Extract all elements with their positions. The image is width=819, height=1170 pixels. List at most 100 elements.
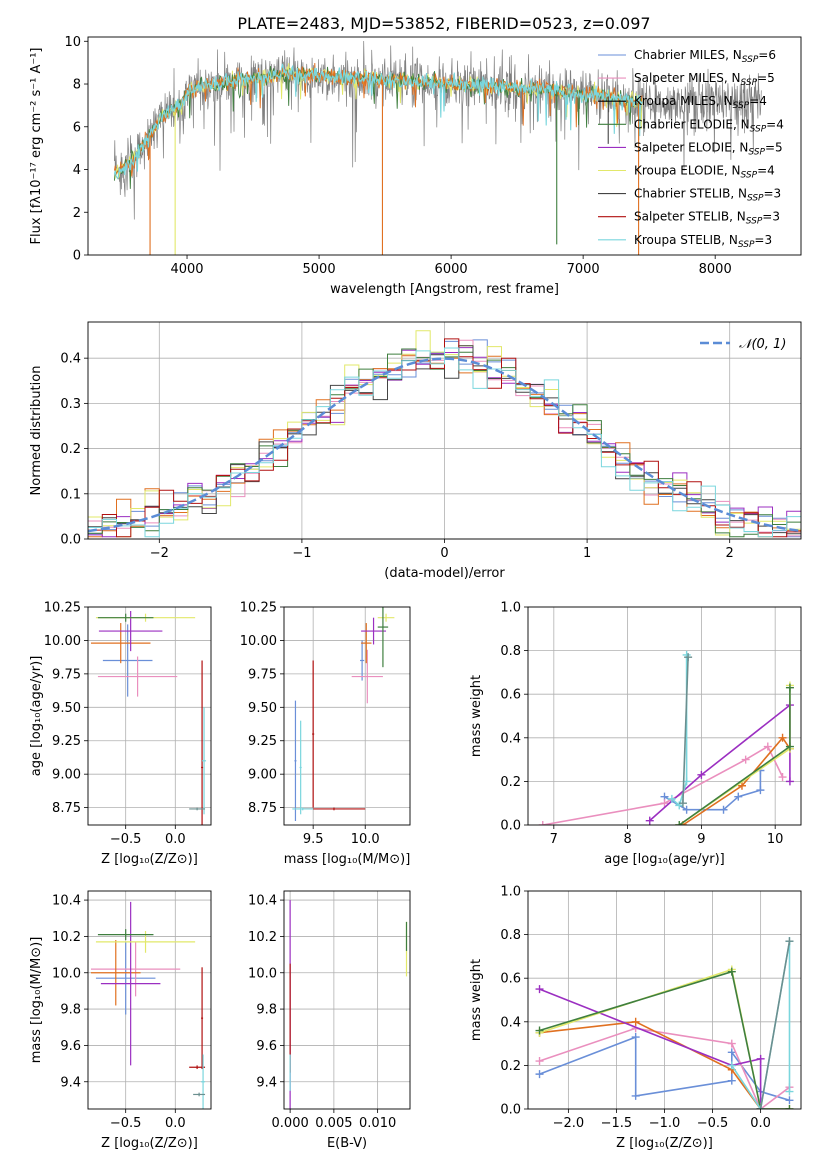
tick-label-y: 1.0 — [500, 885, 521, 900]
weight-marker — [535, 985, 544, 994]
residual_histogram-axes: −2 −1 0 1 2 0.0 0.1 0.2 0.3 0.4 (data-model)/error… — [29, 321, 802, 581]
tick-label-y: 0.3 — [60, 397, 81, 412]
axes-frame — [527, 890, 802, 1110]
errorbar-point — [90, 940, 141, 1006]
weight-marker — [727, 1039, 736, 1048]
weight-line — [682, 657, 689, 804]
tick-label-y: 0.1 — [60, 487, 81, 502]
axes-frame — [283, 606, 411, 826]
errorbar-point — [201, 1054, 206, 1109]
y-axis-label: mass weight — [469, 959, 484, 1041]
legend-sub: SSP — [746, 217, 763, 227]
histogram-legend: 𝒩(0, 1) — [700, 337, 786, 352]
ticks: 9.5 10.0 8.75 9.00 9.25 9.50 9.75 10.00 10.25 — [240, 601, 380, 848]
residual_histogram-marks — [88, 330, 801, 538]
tick-label-x: −0.5 — [110, 832, 142, 847]
weight-marker — [763, 742, 772, 751]
legend-label: Chabrier ELODIE, N — [634, 117, 750, 131]
legend-entry: Salpeter MILES, NSSP=5 — [634, 71, 775, 88]
y-axis-label: mass [log₁₀(M/M⊙)] — [29, 937, 44, 1064]
weight-marker — [535, 1026, 544, 1035]
tick-label-x: 5000 — [303, 262, 336, 277]
tick-label-y: 0.4 — [500, 731, 521, 746]
x-axis-label: (data-model)/error — [384, 566, 505, 581]
legend-label: Salpeter STELIB, N — [634, 210, 746, 224]
tick-label-x: 0.0 — [165, 1116, 186, 1131]
weight-marker — [727, 1048, 736, 1057]
tick-label-y: 10.00 — [44, 634, 81, 649]
errorbar-point — [90, 941, 181, 997]
errorbar-point — [193, 1092, 206, 1097]
errorbar-point — [361, 623, 372, 664]
legend-suffix: =3 — [764, 187, 782, 201]
weight_vs_age-marks — [538, 650, 794, 825]
tick-label-x: −0.5 — [110, 1116, 142, 1131]
tick-label-x: −2.0 — [553, 1116, 585, 1131]
tick-label-y: 0.0 — [60, 533, 81, 548]
tick-label-y: 0.6 — [500, 972, 521, 987]
weight-marker — [727, 967, 736, 976]
legend-sub: SSP — [742, 55, 759, 65]
normal-curve — [88, 357, 801, 533]
weight-marker — [756, 1105, 765, 1109]
weight-marker — [678, 799, 687, 808]
axes-frame — [527, 606, 802, 826]
errorbar-point — [302, 807, 366, 811]
tick-label-y: 9.6 — [256, 1039, 277, 1054]
weight-marker — [727, 1076, 736, 1085]
tick-label-x: −2 — [150, 546, 169, 561]
legend-entry: Chabrier MILES, NSSP=6 — [634, 48, 776, 65]
errorbar-point — [202, 707, 207, 815]
ticks: −2.0 −1.5 −1.0 −0.5 0.0 0.0 0.2 0.4 0.6 0.8 1.0 — [500, 885, 771, 1132]
errorbar-point — [97, 929, 154, 941]
weight-marker — [727, 1061, 736, 1070]
legend-suffix: =4 — [766, 117, 784, 131]
tick-label-y: 0.8 — [500, 928, 521, 943]
ticks: 4000 5000 6000 7000 8000 0 2 4 6 8 10 — [64, 35, 731, 277]
axes-frame — [87, 890, 212, 1110]
tick-label-y: 8.75 — [248, 801, 277, 816]
weight-marker — [785, 937, 794, 946]
grid — [284, 891, 410, 1109]
tick-label-y: 8.75 — [52, 801, 81, 816]
errorbar-point — [189, 1065, 206, 1070]
tick-label-x: 2 — [726, 546, 734, 561]
weight-marker — [719, 805, 728, 814]
tick-label-y: 10.0 — [52, 966, 81, 981]
weight-line — [759, 940, 791, 1109]
legend-sub: SSP — [750, 124, 767, 134]
weight-marker — [785, 1087, 794, 1096]
legend-entry: Salpeter STELIB, NSSP=3 — [634, 210, 780, 227]
errorbar-point — [102, 624, 153, 697]
legend-entry: Kroupa MILES, NSSP=4 — [634, 94, 767, 111]
legend-entry: Kroupa STELIB, NSSP=3 — [634, 233, 772, 250]
grid — [88, 606, 211, 825]
ticks: −0.5 0.0 9.4 9.6 9.8 10.0 10.2 10.4 — [52, 894, 186, 1131]
weight-marker — [682, 805, 691, 814]
y-axis-label: mass weight — [469, 675, 484, 757]
tick-label-x: 0.0 — [165, 832, 186, 847]
age_vs_mass-marks — [292, 607, 395, 821]
legend-label: Kroupa ELODIE, N — [634, 164, 741, 178]
weight-line — [682, 736, 791, 825]
weight-marker — [785, 777, 794, 786]
tick-label-x: 10 — [767, 832, 784, 847]
tick-label-y: 0.0 — [500, 1103, 521, 1118]
tick-label-y: 10.25 — [44, 601, 81, 616]
ticks: 0.000 0.005 0.010 9.4 9.6 9.8 10.0 10.2 10.4 — [248, 894, 396, 1131]
legend-suffix: =4 — [757, 164, 775, 178]
legend-entry: Chabrier STELIB, NSSP=3 — [634, 187, 781, 204]
errorbar-point — [189, 807, 206, 811]
weight-marker — [675, 821, 684, 825]
errorbar-point — [377, 613, 395, 622]
tick-label-y: 9.25 — [248, 734, 277, 749]
legend-suffix: =4 — [749, 94, 767, 108]
tick-label-y: 9.50 — [248, 701, 277, 716]
tick-label-y: 9.4 — [60, 1075, 81, 1090]
tick-label-y: 0.0 — [500, 819, 521, 834]
legend-sub: SSP — [747, 194, 764, 204]
tick-label-x: −1.0 — [649, 1116, 681, 1131]
mass_vs_ebv-marks — [289, 900, 408, 1109]
mass_vs_ebv-axes: 0.000 0.005 0.010 9.4 9.6 9.8 10.0 10.2 10.4 E(B-… — [248, 890, 411, 1151]
tick-label-y: 1.0 — [500, 601, 521, 616]
